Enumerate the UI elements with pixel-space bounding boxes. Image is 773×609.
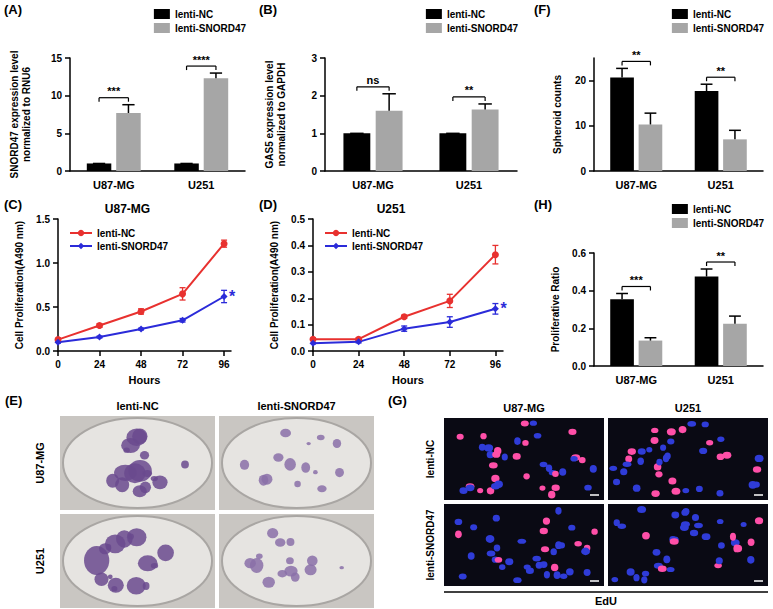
svg-text:**: ** [632,49,641,61]
svg-text:****: **** [193,54,211,66]
svg-text:GAS5 expression level: GAS5 expression level [264,60,275,168]
svg-text:U251: U251 [188,179,214,191]
svg-text:U251: U251 [377,202,406,216]
svg-text:0: 0 [55,359,61,370]
svg-text:0.5: 0.5 [36,302,50,313]
svg-text:U87-MG: U87-MG [105,202,150,216]
svg-text:96: 96 [490,359,502,370]
svg-text:U251: U251 [34,548,46,574]
svg-text:0: 0 [56,166,62,177]
svg-text:20: 20 [575,75,587,86]
svg-text:lenti-NC: lenti-NC [693,9,731,20]
svg-text:***: *** [630,274,644,286]
svg-text:(B): (B) [259,2,277,17]
svg-text:U251: U251 [708,374,734,386]
svg-text:3: 3 [311,53,317,64]
svg-text:*: * [229,288,236,305]
svg-text:0: 0 [580,166,586,177]
svg-text:0.0: 0.0 [572,361,586,372]
svg-text:(A): (A) [4,2,22,17]
svg-text:lenti-NC: lenti-NC [352,228,390,239]
svg-text:Cell Proliferation(A490 nm): Cell Proliferation(A490 nm) [269,221,280,349]
svg-text:lenti-SNORD47: lenti-SNORD47 [693,23,765,34]
svg-text:72: 72 [444,359,456,370]
svg-text:lenti-NC: lenti-NC [447,9,485,20]
svg-text:U87-MG: U87-MG [34,442,46,484]
svg-text:0: 0 [311,166,317,177]
svg-text:lenti-SNORD47: lenti-SNORD47 [97,241,169,252]
svg-text:0.4: 0.4 [572,285,586,296]
svg-text:lenti-NC: lenti-NC [175,9,213,20]
svg-text:Hours: Hours [392,374,424,386]
svg-text:48: 48 [135,359,147,370]
svg-text:0.6: 0.6 [572,248,586,259]
svg-text:(G): (G) [388,393,407,408]
svg-text:U251: U251 [456,179,482,191]
svg-text:0.0: 0.0 [291,346,305,357]
svg-text:Hours: Hours [129,374,161,386]
svg-text:lenti-SNORD47: lenti-SNORD47 [425,509,436,581]
svg-text:72: 72 [177,359,189,370]
svg-text:Cell Proliferation(A490 nm): Cell Proliferation(A490 nm) [14,221,25,349]
svg-text:U251: U251 [675,402,701,414]
svg-text:Proliferative Ratio: Proliferative Ratio [550,267,561,353]
svg-text:U87-MG: U87-MG [615,179,657,191]
svg-text:U87-MG: U87-MG [352,179,394,191]
svg-text:48: 48 [399,359,411,370]
svg-text:lenti-SNORD47: lenti-SNORD47 [257,400,335,412]
svg-text:0.0: 0.0 [36,346,50,357]
svg-text:lenti-NC: lenti-NC [425,440,436,478]
svg-text:96: 96 [219,359,231,370]
svg-text:U251: U251 [708,179,734,191]
svg-text:lenti-NC: lenti-NC [116,400,158,412]
svg-text:lenti-NC: lenti-NC [693,204,731,215]
svg-text:U87-MG: U87-MG [93,179,135,191]
svg-text:24: 24 [353,359,365,370]
svg-text:0.1: 0.1 [291,319,305,330]
svg-text:0.3: 0.3 [291,266,305,277]
svg-text:U87-MG: U87-MG [503,402,545,414]
svg-text:10: 10 [575,120,587,131]
svg-text:24: 24 [94,359,106,370]
svg-text:5: 5 [56,128,62,139]
svg-text:lenti-SNORD47: lenti-SNORD47 [447,23,519,34]
svg-text:ns: ns [367,74,380,86]
svg-text:normalized to GAPDH: normalized to GAPDH [276,63,287,167]
svg-text:lenti-SNORD47: lenti-SNORD47 [693,218,765,229]
svg-text:**: ** [716,65,725,77]
svg-text:***: *** [107,85,121,97]
svg-text:1.0: 1.0 [36,258,50,269]
svg-text:lenti-SNORD47: lenti-SNORD47 [175,23,247,34]
svg-text:(C): (C) [4,197,22,212]
svg-text:lenti-SNORD47: lenti-SNORD47 [352,241,424,252]
svg-text:SNORD47 expression level: SNORD47 expression level [9,50,20,178]
svg-text:**: ** [465,84,474,96]
svg-text:lenti-NC: lenti-NC [97,228,135,239]
svg-text:10: 10 [51,90,63,101]
svg-text:0.2: 0.2 [291,293,305,304]
svg-text:0.4: 0.4 [291,240,305,251]
svg-text:(D): (D) [259,197,277,212]
svg-text:0.2: 0.2 [572,323,586,334]
svg-text:0.5: 0.5 [291,214,305,225]
svg-text:*: * [500,300,507,317]
svg-text:normalized to RNU6: normalized to RNU6 [21,67,32,162]
svg-text:2: 2 [311,90,317,101]
svg-text:Spheroid counts: Spheroid counts [552,75,563,154]
svg-text:(F): (F) [534,2,551,17]
svg-text:1: 1 [311,128,317,139]
svg-text:0: 0 [310,359,316,370]
svg-text:(H): (H) [534,197,552,212]
svg-text:(E): (E) [5,393,22,408]
svg-text:**: ** [716,250,725,262]
svg-text:EdU: EdU [595,595,617,607]
svg-text:U87-MG: U87-MG [615,374,657,386]
svg-text:1.5: 1.5 [36,214,50,225]
svg-text:15: 15 [51,53,63,64]
